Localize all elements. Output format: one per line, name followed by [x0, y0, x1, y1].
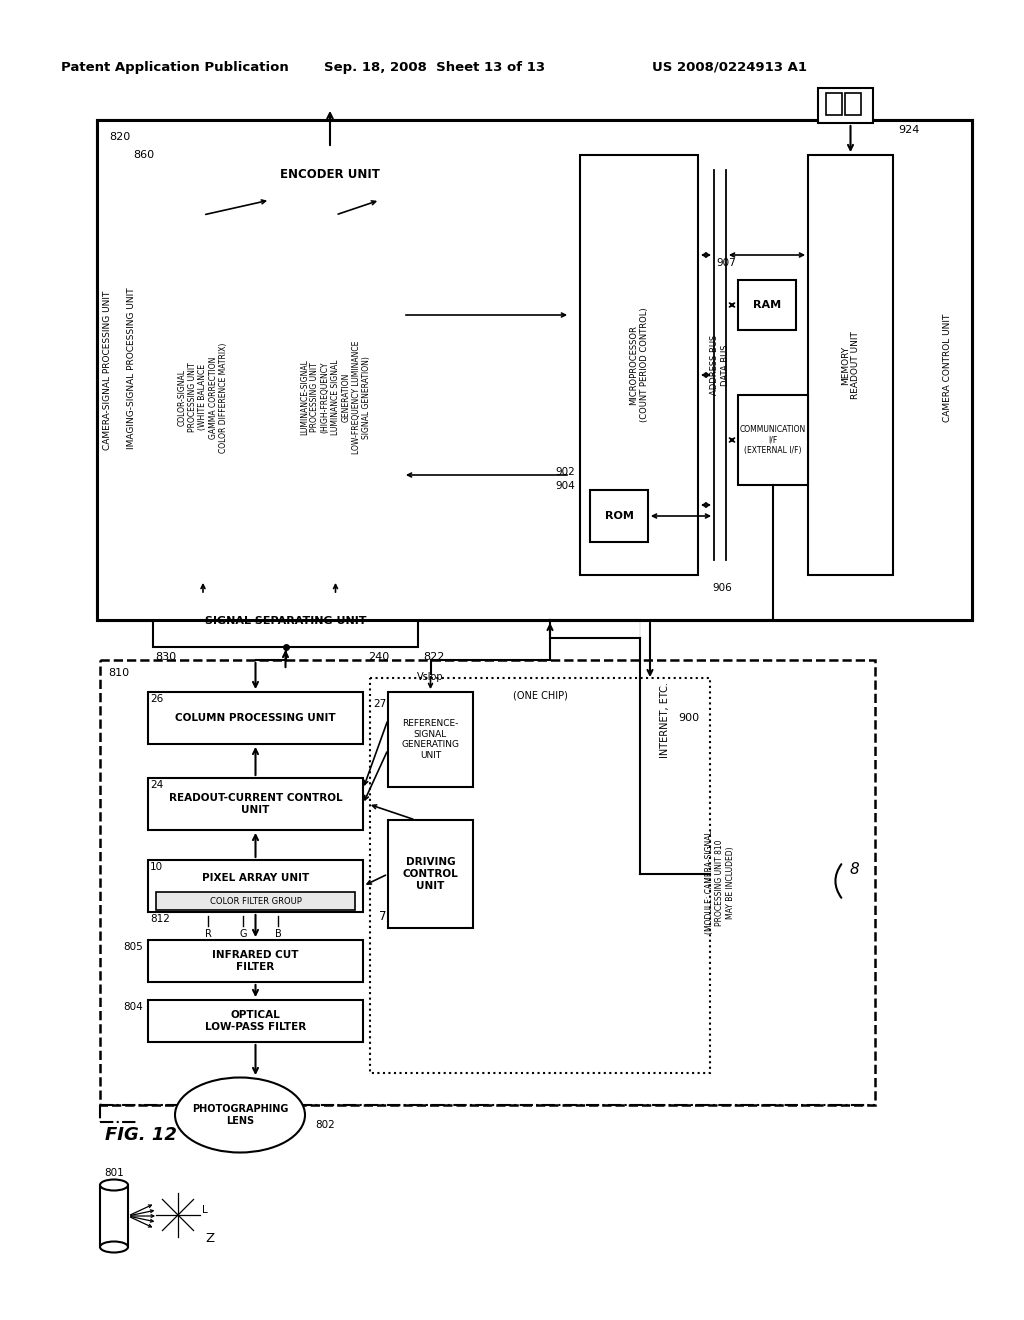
Bar [148, 940, 362, 982]
Text: Sep. 18, 2008  Sheet 13 of 13: Sep. 18, 2008 Sheet 13 of 13 [325, 61, 546, 74]
Bar [826, 92, 842, 115]
Text: 902: 902 [555, 467, 575, 477]
Bar [148, 861, 362, 912]
Text: (MODULE: CAMERA-SIGNAL
PROCESSING UNIT 810
MAY BE INCLUDED): (MODULE: CAMERA-SIGNAL PROCESSING UNIT 8… [706, 830, 735, 935]
Text: 8: 8 [850, 862, 860, 878]
Bar [220, 148, 440, 201]
Text: 904: 904 [555, 480, 575, 491]
Text: LUMINANCE-SIGNAL
PROCESSING UNIT
(HIGH-FREQUENCY
LUMINANCE SIGNAL
GENERATION
LOW: LUMINANCE-SIGNAL PROCESSING UNIT (HIGH-F… [300, 341, 371, 454]
Text: 240: 240 [368, 652, 389, 663]
Text: OPTICAL
LOW-PASS FILTER: OPTICAL LOW-PASS FILTER [205, 1010, 306, 1032]
Text: R: R [205, 929, 211, 939]
Text: INFRARED CUT
FILTER: INFRARED CUT FILTER [212, 950, 299, 972]
Text: PIXEL ARRAY UNIT: PIXEL ARRAY UNIT [202, 873, 309, 883]
Text: MEMORY
READOUT UNIT: MEMORY READOUT UNIT [841, 331, 860, 399]
Text: Patent Application Publication: Patent Application Publication [61, 61, 289, 74]
Bar [156, 892, 355, 909]
Text: MICROPROCESSOR
(COUNT PERIOD CONTROL): MICROPROCESSOR (COUNT PERIOD CONTROL) [630, 308, 648, 422]
Text: L: L [202, 1205, 208, 1214]
Text: ROM: ROM [604, 511, 634, 521]
Text: G: G [240, 929, 247, 939]
Bar [388, 820, 473, 928]
Text: Z: Z [206, 1232, 215, 1245]
Bar [268, 215, 403, 579]
Text: INTERNET, ETC.: INTERNET, ETC. [660, 682, 670, 758]
Text: COLUMN PROCESSING UNIT: COLUMN PROCESSING UNIT [175, 713, 336, 723]
Text: CAMERA-SIGNAL PROCESSING UNIT: CAMERA-SIGNAL PROCESSING UNIT [102, 290, 112, 450]
Bar [590, 490, 648, 543]
Text: 810: 810 [108, 668, 129, 678]
Text: B: B [274, 929, 282, 939]
Text: 900: 900 [678, 713, 699, 723]
Text: 7: 7 [379, 909, 386, 923]
Ellipse shape [100, 1242, 128, 1253]
Text: CAMERA CONTROL UNIT: CAMERA CONTROL UNIT [943, 314, 952, 422]
Bar [148, 692, 362, 744]
Text: 924: 924 [898, 125, 920, 135]
Text: 907: 907 [716, 257, 736, 268]
Text: US 2008/0224913 A1: US 2008/0224913 A1 [652, 61, 808, 74]
Text: 805: 805 [123, 942, 143, 952]
Text: 804: 804 [123, 1002, 143, 1012]
Text: ENCODER UNIT: ENCODER UNIT [280, 168, 380, 181]
Text: DRIVING
CONTROL
UNIT: DRIVING CONTROL UNIT [402, 858, 459, 891]
Text: 10: 10 [150, 862, 163, 873]
Bar [97, 120, 972, 620]
Bar [738, 280, 796, 330]
Text: RAM: RAM [753, 300, 781, 310]
Bar [153, 215, 253, 579]
Bar [100, 1185, 128, 1247]
Bar [97, 120, 972, 620]
Text: SIGNAL SEPARATING UNIT: SIGNAL SEPARATING UNIT [205, 616, 367, 626]
Bar [808, 154, 893, 576]
Bar [570, 139, 961, 598]
Text: READOUT-CURRENT CONTROL
UNIT: READOUT-CURRENT CONTROL UNIT [169, 793, 342, 814]
Text: 27: 27 [373, 700, 386, 709]
Bar [100, 660, 874, 1105]
Text: 26: 26 [150, 694, 163, 704]
Text: REFERENCE-
SIGNAL
GENERATING
UNIT: REFERENCE- SIGNAL GENERATING UNIT [401, 719, 460, 759]
Text: (ONE CHIP): (ONE CHIP) [513, 690, 567, 700]
Bar [845, 92, 861, 115]
Text: IMAGING-SIGNAL PROCESSING UNIT: IMAGING-SIGNAL PROCESSING UNIT [128, 288, 136, 449]
Bar [120, 139, 555, 598]
Text: 801: 801 [104, 1168, 124, 1177]
Ellipse shape [100, 1180, 128, 1191]
Bar [153, 595, 418, 647]
Text: PHOTOGRAPHING
LENS: PHOTOGRAPHING LENS [191, 1105, 288, 1126]
Bar [738, 395, 808, 484]
Text: 802: 802 [315, 1119, 335, 1130]
Text: COMMUNICATION
I/F
(EXTERNAL I/F): COMMUNICATION I/F (EXTERNAL I/F) [740, 425, 806, 455]
Bar [818, 88, 873, 123]
Text: 820: 820 [109, 132, 130, 143]
Bar [388, 692, 473, 787]
Text: COLOR-SIGNAL
PROCESSING UNIT
(WHITE BALANCE
GAMMA CORRECTION
COLOR DIFFERENCE MA: COLOR-SIGNAL PROCESSING UNIT (WHITE BALA… [178, 342, 228, 453]
Text: Vslop: Vslop [417, 672, 443, 682]
Text: 24: 24 [150, 780, 163, 789]
Text: 812: 812 [150, 913, 170, 924]
Text: COLOR FILTER GROUP: COLOR FILTER GROUP [210, 896, 301, 906]
Text: 906: 906 [712, 583, 732, 593]
Bar [580, 154, 698, 576]
Text: FIG. 12: FIG. 12 [105, 1126, 177, 1144]
Text: 860: 860 [133, 150, 155, 160]
Bar [148, 777, 362, 830]
Bar [148, 1001, 362, 1041]
Text: 830: 830 [155, 652, 176, 663]
Text: ADDRESS BUS
DATA BUS: ADDRESS BUS DATA BUS [711, 335, 730, 395]
Bar [370, 678, 710, 1073]
Ellipse shape [175, 1077, 305, 1152]
Text: 822: 822 [423, 652, 444, 663]
